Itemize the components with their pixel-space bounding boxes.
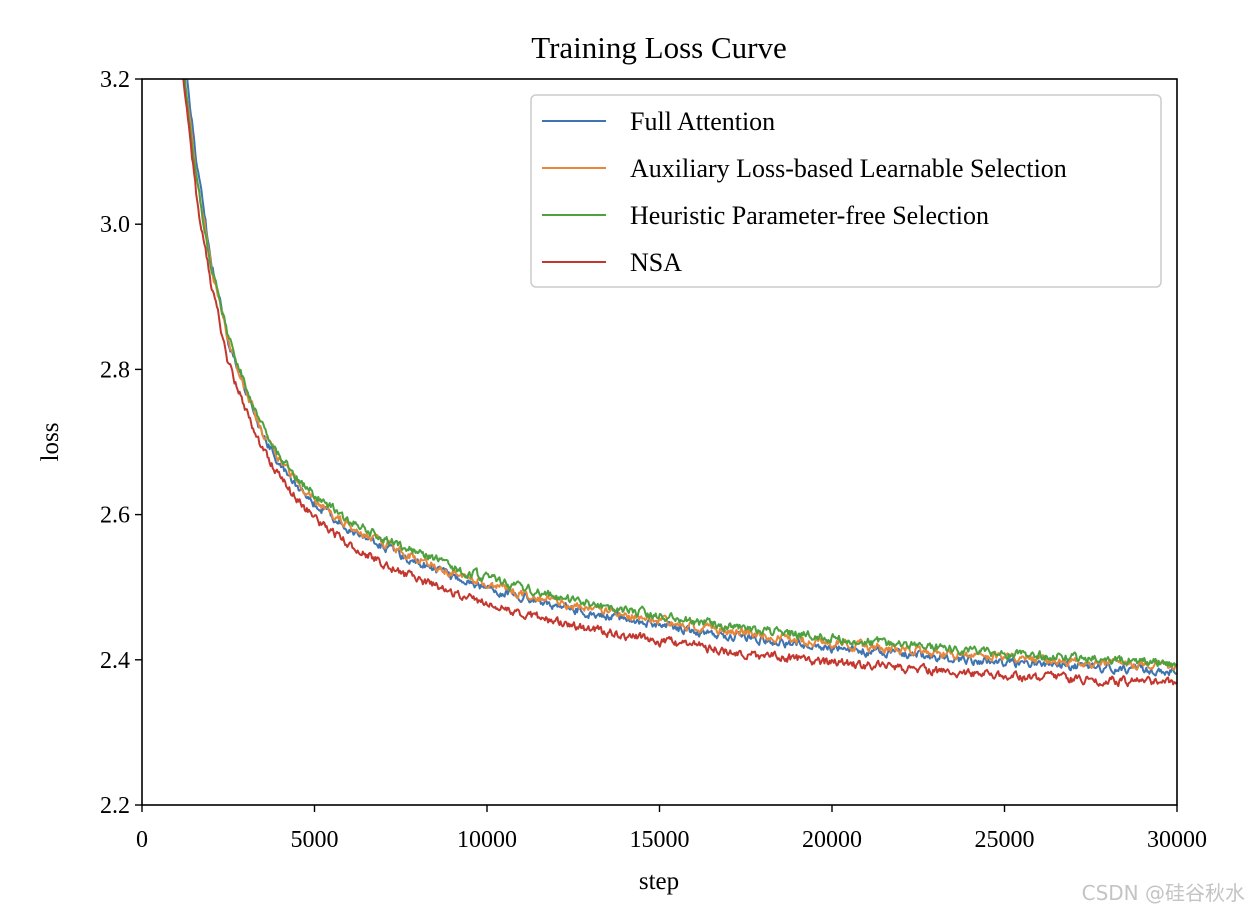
legend: Full Attention Auxiliary Loss-based Learn… [530,94,1162,288]
x-axis-label: step [639,868,679,895]
y-tick-label: 2.4 [100,648,130,674]
y-tick-label: 2.8 [100,357,130,383]
chart-title: Training Loss Curve [531,30,786,65]
x-tick-label: 30000 [1147,827,1207,853]
y-tick-label: 3.0 [100,212,130,238]
x-tick-label: 25000 [975,827,1035,853]
x-tick-label: 10000 [457,827,517,853]
series-line-2 [183,79,1177,668]
y-axis: 2.2 2.4 2.6 2.8 3.0 3.2 [100,67,142,819]
x-tick-label: 20000 [802,827,862,853]
x-axis: 0 5000 10000 15000 20000 25000 30000 [136,805,1207,853]
y-tick-label: 2.2 [100,793,130,819]
y-axis-label: loss [37,423,64,462]
legend-label: Full Attention [630,107,775,136]
legend-label: NSA [630,248,682,277]
legend-label: Auxiliary Loss-based Learnable Selection [630,154,1067,183]
series-line-3 [182,79,1177,688]
watermark: CSDN @硅谷秋水 [1082,881,1245,905]
x-tick-label: 15000 [630,827,690,853]
y-tick-label: 2.6 [100,503,130,529]
legend-label: Heuristic Parameter-free Selection [630,201,989,230]
y-tick-label: 3.2 [100,67,130,93]
legend-box [530,94,1162,288]
x-tick-label: 0 [136,827,148,853]
x-tick-label: 5000 [291,827,339,853]
series-layer [182,79,1177,688]
